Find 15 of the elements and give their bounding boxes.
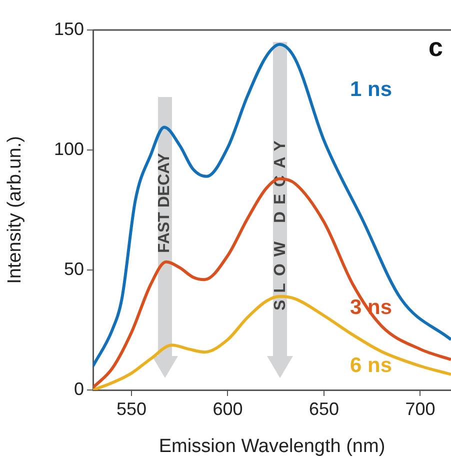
x-tick-label: 650 — [308, 398, 339, 419]
x-tick-label: 550 — [116, 398, 147, 419]
y-tick-label: 150 — [54, 18, 84, 39]
x-tick-label: 600 — [212, 398, 243, 419]
y-axis-title: Intensity (arb.un.) — [4, 136, 26, 284]
y-tick-label: 50 — [64, 258, 84, 279]
y-tick-label: 0 — [74, 378, 84, 399]
series-label: 6 ns — [350, 354, 392, 377]
x-axis-title: Emission Wavelength (nm) — [158, 436, 386, 457]
x-tick-label: 700 — [405, 398, 436, 419]
series-label: 1 ns — [350, 78, 392, 101]
y-tick-label: 100 — [54, 138, 84, 159]
annotation: SLOW DECAY — [272, 134, 290, 310]
annotation: c — [428, 32, 443, 63]
annotation: FAST DECAY — [156, 153, 174, 253]
